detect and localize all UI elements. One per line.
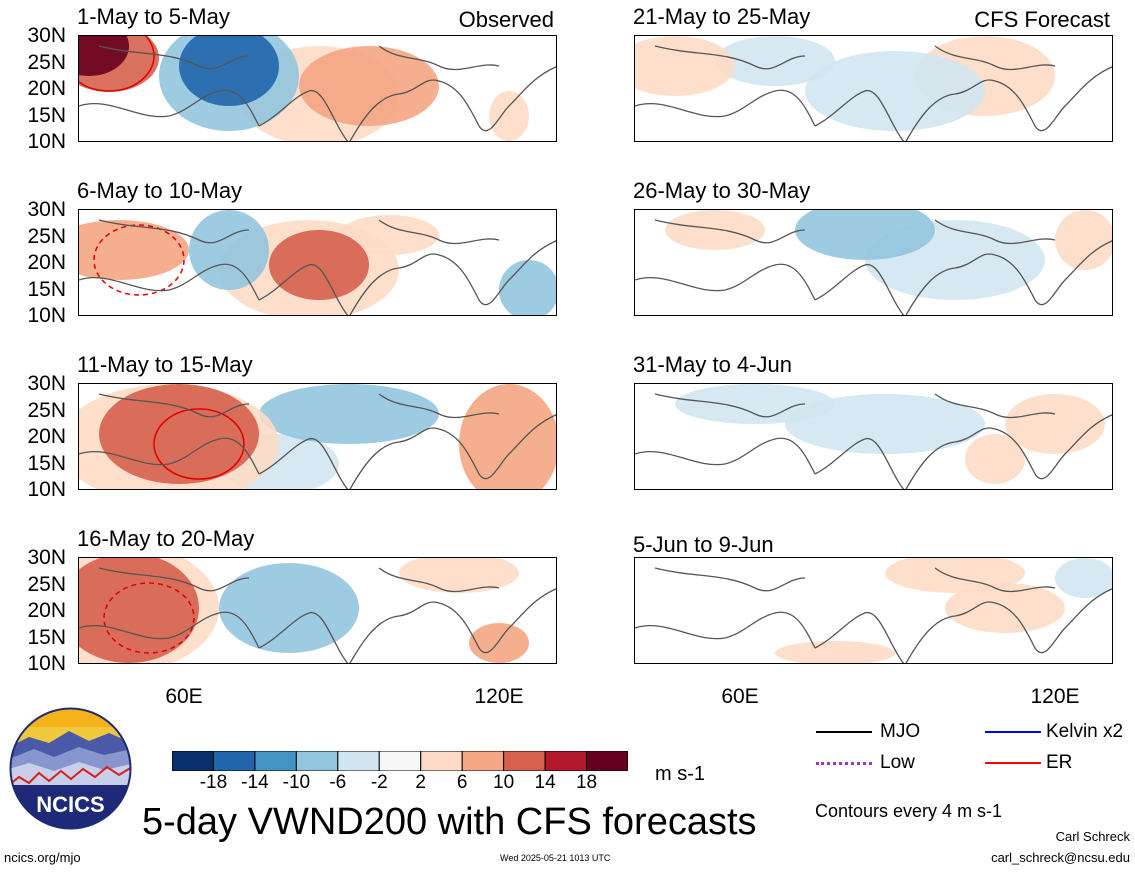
- lat-label: 10N: [27, 130, 66, 153]
- legend-low-label: Low: [880, 752, 915, 773]
- timestamp: Wed 2025-05-21 1013 UTC: [500, 853, 611, 863]
- cfs-forecast-label: CFS Forecast: [974, 7, 1110, 32]
- legend-kelvin-line: [985, 731, 1041, 733]
- colorbar-tick-label: 14: [534, 772, 556, 793]
- lat-label: 10N: [27, 478, 66, 501]
- lat-label: 25N: [27, 572, 66, 596]
- lat-label: 15N: [27, 451, 66, 475]
- observed-label: Observed: [458, 7, 554, 32]
- lat-label: 15N: [27, 625, 66, 649]
- map-panel: [634, 557, 1113, 664]
- author-email[interactable]: carl_schreck@ncsu.edu: [991, 850, 1130, 865]
- panel-title: 1-May to 5-May: [77, 4, 230, 29]
- site-link[interactable]: ncics.org/mjo: [4, 850, 81, 865]
- colorbar: [172, 751, 628, 771]
- map-panel: [78, 35, 557, 142]
- lat-label: 20N: [27, 77, 66, 100]
- map-field: [635, 36, 1112, 141]
- lat-label: 15N: [27, 277, 66, 301]
- lat-label: 30N: [27, 24, 66, 47]
- lat-label: 25N: [27, 398, 66, 422]
- colorbar-swatch: [378, 751, 422, 771]
- lat-label: 20N: [27, 251, 66, 274]
- lat-label: 20N: [27, 425, 66, 448]
- panel-title: 16-May to 20-May: [77, 526, 255, 551]
- colorbar-swatch: [337, 751, 380, 771]
- lat-label: 10N: [27, 652, 66, 675]
- colorbar-tick-label: 10: [493, 772, 515, 793]
- panel-title: 21-May to 25-May: [633, 4, 811, 29]
- map-field: [635, 210, 1112, 315]
- map-field: [635, 558, 1112, 663]
- colorbar-tick-label: -18: [199, 772, 228, 793]
- lon-label: 60E: [165, 685, 203, 708]
- panel-title: 5-Jun to 9-Jun: [633, 532, 774, 557]
- colorbar-tick-label: -2: [370, 772, 388, 793]
- panel-title: 11-May to 15-May: [77, 352, 253, 377]
- colorbar-swatch: [461, 751, 505, 771]
- map-field: [635, 384, 1112, 489]
- colorbar-tick-label: -6: [329, 772, 347, 793]
- map-field: [79, 558, 556, 663]
- colorbar-swatch: [254, 751, 297, 771]
- colorbar-swatch: [172, 751, 214, 771]
- contour-note: Contours every 4 m s-1: [815, 801, 1003, 821]
- lat-label: 25N: [27, 224, 66, 248]
- map-field: [79, 36, 556, 141]
- colorbar-swatch: [503, 751, 546, 771]
- lon-label: 120E: [474, 685, 524, 708]
- map-panel: [634, 209, 1113, 316]
- colorbar-swatch: [295, 751, 339, 771]
- lat-label: 30N: [27, 198, 66, 221]
- lat-label: 20N: [27, 599, 66, 622]
- legend-kelvin-label: Kelvin x2: [1046, 721, 1124, 742]
- lat-label: 25N: [27, 50, 66, 74]
- colorbar-tick-label: -10: [282, 772, 311, 793]
- map-panel: [78, 209, 557, 316]
- map-panel: [78, 557, 557, 664]
- figure-title: 5-day VWND200 with CFS forecasts: [142, 801, 757, 843]
- panel-title: 31-May to 4-Jun: [633, 352, 792, 377]
- colorbar-swatch: [212, 751, 256, 771]
- legend-low-line: [816, 762, 872, 765]
- legend-mjo-label: MJO: [880, 721, 921, 742]
- colorbar-tick-label: 18: [575, 772, 598, 793]
- lon-label: 120E: [1030, 685, 1080, 708]
- units-label: m s-1: [655, 763, 705, 785]
- legend-er-line: [985, 762, 1041, 764]
- map-field: [79, 210, 556, 315]
- colorbar-tick-label: 2: [415, 772, 426, 793]
- lat-label: 10N: [27, 304, 66, 327]
- author-credit: Carl Schreck: [1055, 829, 1130, 844]
- panel-title: 6-May to 10-May: [77, 178, 243, 203]
- colorbar-swatch: [420, 751, 463, 771]
- panel-title: 26-May to 30-May: [633, 178, 811, 203]
- colorbar-swatch: [586, 751, 628, 771]
- map-field: [79, 384, 556, 489]
- colorbar-tick-label: -14: [241, 772, 269, 793]
- legend-er-label: ER: [1046, 752, 1073, 773]
- colorbar-swatch: [544, 751, 588, 771]
- colorbar-tick-label: 6: [456, 772, 468, 793]
- lat-label: 30N: [27, 546, 66, 569]
- map-panel: [78, 383, 557, 490]
- logo-text: NCICS: [36, 792, 104, 817]
- map-panel: [634, 383, 1113, 490]
- lat-label: 30N: [27, 372, 66, 395]
- lat-label: 15N: [27, 103, 66, 127]
- ncics-logo: NCICS: [9, 707, 132, 830]
- map-panel: [634, 35, 1113, 142]
- lon-label: 60E: [721, 685, 759, 708]
- legend-mjo-line: [816, 731, 872, 733]
